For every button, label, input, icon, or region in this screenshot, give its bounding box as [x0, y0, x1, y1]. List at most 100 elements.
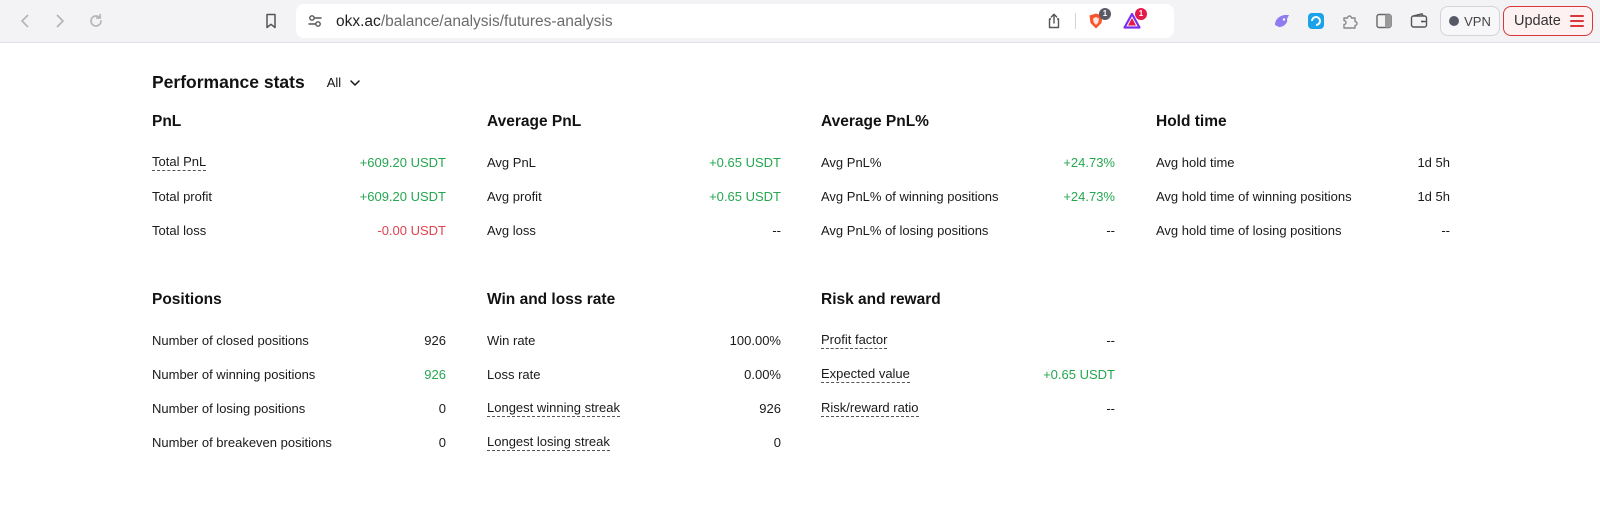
- filter-dropdown[interactable]: All: [327, 75, 361, 90]
- section-title: PnL: [152, 113, 182, 130]
- leo-ai-icon[interactable]: [1272, 11, 1292, 31]
- section-title: Win and loss rate: [487, 291, 616, 308]
- stat-value: 926: [424, 332, 446, 348]
- stat-label: Avg hold time: [1156, 154, 1235, 170]
- stat-label: Number of winning positions: [152, 366, 316, 382]
- stat-label: Avg PnL% of winning positions: [821, 188, 999, 204]
- brave-rewards-icon[interactable]: 1: [1123, 8, 1147, 30]
- stat-value: --: [1106, 222, 1115, 238]
- stat-value: +609.20 USDT: [359, 188, 446, 204]
- stat-row: Avg hold time of losing positions --: [1156, 220, 1450, 240]
- stat-value: --: [1441, 222, 1450, 238]
- stat-label: Avg PnL%: [821, 154, 882, 170]
- vpn-button[interactable]: VPN: [1440, 6, 1500, 36]
- page-title: Performance stats: [152, 72, 305, 92]
- stat-label: Total loss: [152, 222, 207, 238]
- page-header: Performance stats All: [152, 72, 361, 93]
- stat-row: Total PnL +609.20 USDT: [152, 152, 446, 172]
- stat-label: Win rate: [487, 332, 536, 348]
- stat-row: Avg PnL% of winning positions +24.73%: [821, 186, 1115, 206]
- section-title: Average PnL: [487, 113, 582, 130]
- vpn-status-icon: [1449, 16, 1460, 26]
- url-host: okx.ac: [336, 13, 381, 30]
- extension-blue-icon[interactable]: [1306, 11, 1326, 31]
- stat-row: Risk/reward ratio --: [821, 398, 1115, 418]
- risk-reward-section: Risk and reward Profit factor -- Expecte…: [821, 289, 1115, 417]
- positions-section: Positions Number of closed positions 926…: [152, 289, 446, 450]
- stat-value: +0.65 USDT: [709, 188, 781, 204]
- stat-row: Longest losing streak 0: [487, 432, 781, 452]
- stat-label-longest-losing-streak[interactable]: Longest losing streak: [487, 433, 610, 451]
- rewards-badge: 1: [1135, 8, 1147, 20]
- stat-row: Avg PnL% of losing positions --: [821, 220, 1115, 240]
- filter-selected-value: All: [326, 75, 342, 90]
- stat-row: Total loss -0.00 USDT: [152, 220, 446, 240]
- site-settings-icon[interactable]: [306, 12, 324, 30]
- stat-row: Avg PnL +0.65 USDT: [487, 152, 781, 172]
- stat-label-profit-factor[interactable]: Profit factor: [821, 331, 888, 349]
- stat-label-risk-reward-ratio[interactable]: Risk/reward ratio: [821, 399, 919, 417]
- stat-value: +609.20 USDT: [359, 154, 446, 170]
- stat-label: Number of breakeven positions: [152, 434, 332, 450]
- bookmark-icon[interactable]: [260, 10, 282, 32]
- stat-row: Expected value +0.65 USDT: [821, 364, 1115, 384]
- stat-value: 926: [759, 400, 781, 416]
- average-pnl-percent-section: Average PnL% Avg PnL% +24.73% Avg PnL% o…: [821, 111, 1115, 238]
- stat-value: 0: [438, 434, 446, 450]
- stat-value: +0.65 USDT: [1043, 366, 1115, 382]
- section-title: Risk and reward: [821, 291, 941, 308]
- update-label: Update: [1514, 13, 1561, 29]
- stat-row: Avg loss --: [487, 220, 781, 240]
- url-divider: [1075, 13, 1076, 29]
- url-path: /balance/analysis/futures-analysis: [380, 13, 613, 30]
- stat-row: Number of losing positions 0: [152, 398, 446, 418]
- stat-row: Number of closed positions 926: [152, 330, 446, 350]
- stat-row: Number of winning positions 926: [152, 364, 446, 384]
- stat-label-total-pnl[interactable]: Total PnL: [152, 153, 207, 171]
- share-icon[interactable]: [1045, 12, 1063, 30]
- sidebar-icon[interactable]: [1374, 11, 1394, 31]
- hold-time-section: Hold time Avg hold time 1d 5h Avg hold t…: [1156, 111, 1450, 238]
- stat-row: Loss rate 0.00%: [487, 364, 781, 384]
- wallet-icon[interactable]: [1409, 11, 1429, 31]
- brave-shield-icon[interactable]: 1: [1087, 8, 1111, 30]
- update-button[interactable]: Update: [1503, 6, 1593, 36]
- stat-row: Win rate 100.00%: [487, 330, 781, 350]
- forward-arrow-icon[interactable]: [49, 10, 71, 32]
- stat-value: --: [1106, 400, 1115, 416]
- stat-label-longest-winning-streak[interactable]: Longest winning streak: [487, 399, 620, 417]
- stat-label: Avg profit: [487, 188, 542, 204]
- stat-value: 1d 5h: [1417, 154, 1450, 170]
- stat-label: Avg loss: [487, 222, 536, 238]
- stat-row: Avg profit +0.65 USDT: [487, 186, 781, 206]
- average-pnl-section: Average PnL Avg PnL +0.65 USDT Avg profi…: [487, 111, 781, 238]
- vpn-label: VPN: [1464, 13, 1491, 29]
- stat-label: Avg PnL% of losing positions: [821, 222, 989, 238]
- section-title: Average PnL%: [821, 113, 929, 130]
- stat-row: Total profit +609.20 USDT: [152, 186, 446, 206]
- back-arrow-icon[interactable]: [14, 10, 36, 32]
- stat-label: Avg hold time of losing positions: [1156, 222, 1342, 238]
- address-bar[interactable]: okx.ac/balance/analysis/futures-analysis…: [296, 4, 1174, 38]
- stat-label-expected-value[interactable]: Expected value: [821, 365, 910, 383]
- puzzle-extensions-icon[interactable]: [1340, 11, 1360, 31]
- stat-value: 1d 5h: [1417, 188, 1450, 204]
- stat-value: 0: [438, 400, 446, 416]
- stat-value: +24.73%: [1063, 154, 1115, 170]
- chevron-down-icon: [350, 79, 360, 86]
- stat-row: Profit factor --: [821, 330, 1115, 350]
- section-title: Hold time: [1156, 113, 1227, 130]
- pnl-section: PnL Total PnL +609.20 USDT Total profit …: [152, 111, 446, 238]
- browser-toolbar: okx.ac/balance/analysis/futures-analysis…: [0, 0, 1600, 43]
- stat-value: --: [772, 222, 781, 238]
- stat-label: Number of losing positions: [152, 400, 306, 416]
- stat-row: Number of breakeven positions 0: [152, 432, 446, 452]
- stat-value: 926: [424, 366, 446, 382]
- stat-label: Loss rate: [487, 366, 541, 382]
- stat-row: Avg hold time of winning positions 1d 5h: [1156, 186, 1450, 206]
- stat-value: -0.00 USDT: [377, 222, 446, 238]
- stat-label: Number of closed positions: [152, 332, 309, 348]
- reload-icon[interactable]: [85, 10, 107, 32]
- stat-label: Avg PnL: [487, 154, 536, 170]
- url-text[interactable]: okx.ac/balance/analysis/futures-analysis: [336, 13, 613, 31]
